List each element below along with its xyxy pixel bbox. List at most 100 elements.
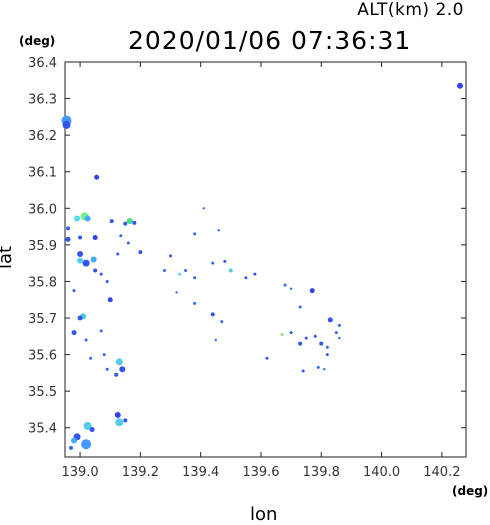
x-axis: 139.0 139.2 139.4 139.6 139.8 140.0 140.2 xyxy=(61,62,460,480)
data-point xyxy=(325,345,329,349)
data-point xyxy=(265,356,269,360)
data-point xyxy=(89,356,93,360)
data-point xyxy=(116,252,120,256)
data-point xyxy=(72,289,76,293)
data-point xyxy=(162,268,166,272)
data-point xyxy=(334,331,338,335)
data-point xyxy=(138,250,143,255)
data-point xyxy=(126,241,130,245)
y-axis: 36.4 36.3 36.2 36.1 36.0 35.9 35.8 35.7 35.6 35.5… xyxy=(28,56,466,437)
data-point xyxy=(325,353,329,357)
data-point xyxy=(214,338,217,342)
x-tick-label: 139.2 xyxy=(122,465,159,480)
data-point xyxy=(244,276,248,280)
data-point xyxy=(304,336,308,340)
data-point xyxy=(228,268,233,273)
data-point xyxy=(123,221,128,226)
y-tick-label: 35.7 xyxy=(28,312,57,327)
data-point xyxy=(327,317,333,323)
data-point xyxy=(81,439,92,450)
data-point xyxy=(289,331,293,335)
data-point xyxy=(66,226,71,231)
data-point xyxy=(69,445,74,450)
y-tick-label: 36.2 xyxy=(28,129,57,144)
x-tick-label: 139.6 xyxy=(242,465,279,480)
data-point xyxy=(319,341,324,346)
data-point xyxy=(83,421,92,430)
y-tick-label: 35.5 xyxy=(28,385,57,400)
data-point xyxy=(77,315,83,321)
data-point xyxy=(107,297,113,303)
data-point xyxy=(90,256,97,263)
data-point xyxy=(309,288,315,294)
data-point xyxy=(202,207,205,210)
data-point xyxy=(99,272,103,276)
data-point xyxy=(301,369,305,373)
y-tick-label: 35.6 xyxy=(28,349,57,364)
data-point xyxy=(178,272,182,276)
data-point xyxy=(253,272,257,276)
data-point xyxy=(313,334,317,338)
data-point xyxy=(123,418,128,423)
data-point xyxy=(105,279,109,283)
y-tick-label: 36.3 xyxy=(28,93,57,108)
data-point xyxy=(337,323,341,327)
data-point xyxy=(115,358,123,366)
data-point xyxy=(65,236,71,242)
data-point xyxy=(298,341,303,346)
chart-title: 2020/01/06 07:36:31 xyxy=(128,26,412,55)
data-point xyxy=(84,338,88,342)
data-point xyxy=(211,261,215,265)
data-point xyxy=(93,268,98,273)
x-tick-label: 140.2 xyxy=(423,465,460,480)
data-point xyxy=(84,215,91,222)
data-point xyxy=(210,312,215,317)
data-point xyxy=(126,218,133,225)
data-point xyxy=(94,174,100,180)
y-tick-label: 35.4 xyxy=(28,422,57,437)
data-point xyxy=(77,257,84,264)
x-tick-label: 139.8 xyxy=(303,465,340,480)
x-axis-label: lon xyxy=(250,504,278,525)
data-point xyxy=(223,259,227,263)
x-tick-label: 139.0 xyxy=(61,465,98,480)
y-tick-label: 36.4 xyxy=(28,56,57,71)
data-point xyxy=(62,120,71,129)
x-axis-unit: (deg) xyxy=(452,484,489,498)
data-point xyxy=(71,330,77,336)
data-point xyxy=(338,336,341,340)
data-point xyxy=(105,367,109,371)
data-point xyxy=(289,287,293,290)
data-point xyxy=(169,254,173,258)
x-tick-label: 140.0 xyxy=(363,465,400,480)
y-axis-unit: (deg) xyxy=(19,34,56,48)
data-point xyxy=(193,232,197,236)
data-point xyxy=(89,427,95,433)
data-point xyxy=(220,320,224,324)
data-point xyxy=(316,365,320,369)
data-point xyxy=(175,291,178,294)
data-point xyxy=(77,251,84,258)
altitude-label: ALT(km) 2.0 xyxy=(357,0,464,20)
y-tick-label: 36.1 xyxy=(28,166,57,181)
y-tick-label: 35.8 xyxy=(28,275,57,290)
data-point xyxy=(99,329,103,333)
data-point xyxy=(323,368,326,371)
data-point xyxy=(217,229,220,232)
data-point xyxy=(119,366,126,373)
x-tick-label: 139.4 xyxy=(182,465,219,480)
data-point xyxy=(184,268,188,272)
data-point xyxy=(119,234,123,238)
data-point xyxy=(283,283,287,287)
data-point xyxy=(280,332,284,336)
data-point xyxy=(102,353,106,357)
data-point xyxy=(114,411,121,418)
data-point xyxy=(71,437,78,444)
data-point xyxy=(109,219,114,224)
data-point xyxy=(78,235,83,240)
y-tick-label: 35.9 xyxy=(28,239,57,254)
data-point xyxy=(193,301,197,305)
data-point xyxy=(456,82,463,89)
data-point xyxy=(114,372,119,377)
